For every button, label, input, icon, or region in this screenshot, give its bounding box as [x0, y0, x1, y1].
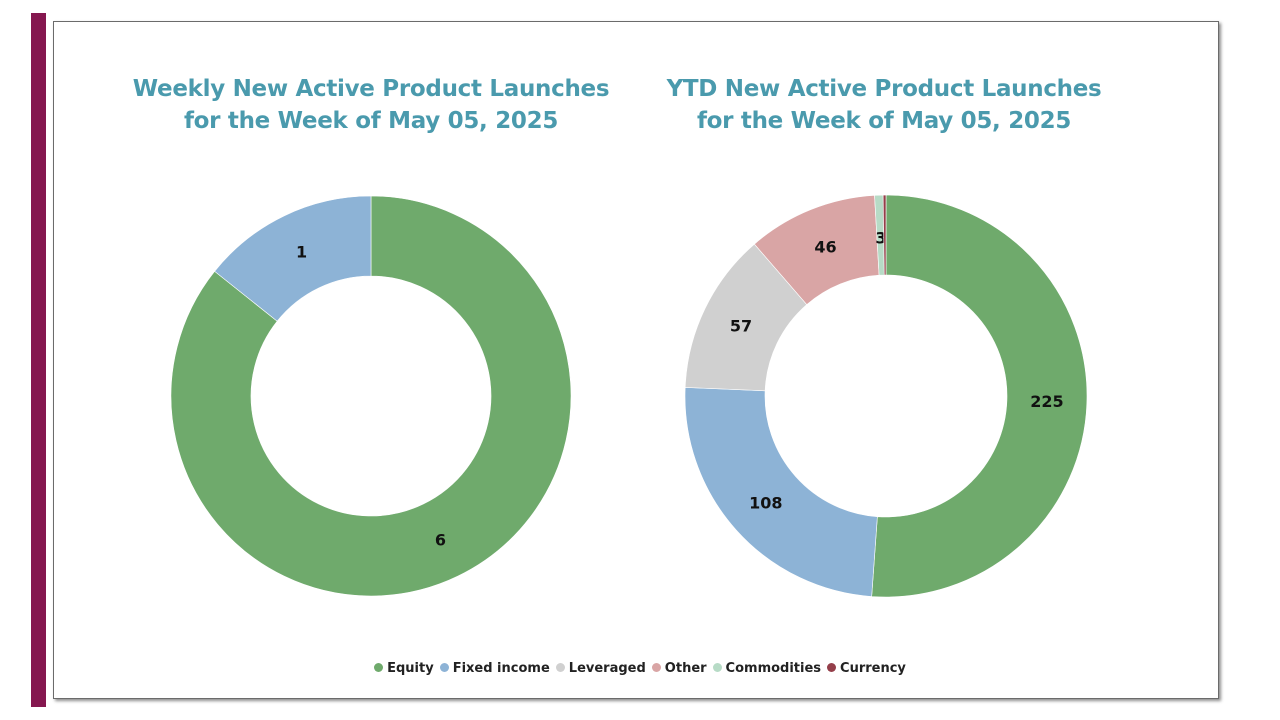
legend-item-currency: Currency [827, 661, 906, 676]
legend-item-equity: Equity [374, 661, 434, 676]
data-label-fixed-income: 108 [749, 494, 782, 513]
ytd-title-line-2: for the Week of May 05, 2025 [696, 108, 1072, 134]
weekly-chart-title: Weekly New Active Product Launches for t… [91, 73, 651, 137]
legend-marker-icon [827, 663, 837, 672]
legend-label: Other [664, 661, 707, 676]
data-label-commodities: 3 [875, 229, 886, 248]
legend-marker-icon [374, 663, 384, 672]
slice-equity [871, 194, 1088, 598]
legend-label: Equity [387, 661, 434, 676]
ytd-donut: 225 108 57 46 3 [684, 194, 1088, 598]
weekly-donut: 61 [170, 195, 572, 597]
legend: Equity Fixed income Leveraged Other Commodit… [0, 661, 1280, 676]
ytd-title-line-1: YTD New Active Product Launches [666, 76, 1102, 102]
legend-item-other: Other [651, 661, 707, 676]
legend-marker-icon [651, 663, 661, 672]
legend-item-commodities: Commodities [712, 661, 822, 676]
legend-item-leveraged: Leveraged [555, 661, 646, 676]
slice-fixed-income [214, 195, 372, 322]
weekly-title-line-1: Weekly New Active Product Launches [132, 76, 610, 102]
sidebar-accent-bar [31, 13, 46, 707]
legend-item-fixed-income: Fixed income [439, 661, 550, 676]
data-label-fixed-income: 1 [296, 242, 307, 261]
slice-equity [170, 195, 572, 597]
ytd-chart-title: YTD New Active Product Launches for the … [604, 73, 1164, 137]
legend-marker-icon [712, 663, 722, 672]
legend-label: Leveraged [568, 661, 646, 676]
data-label-equity: 6 [435, 531, 446, 550]
legend-label: Fixed income [452, 661, 550, 676]
legend-label: Currency [840, 661, 906, 676]
slice-fixed-income [684, 387, 878, 597]
data-label-leveraged: 57 [730, 316, 752, 335]
legend-label: Commodities [725, 661, 822, 676]
weekly-title-line-2: for the Week of May 05, 2025 [183, 108, 559, 134]
legend-marker-icon [555, 663, 565, 672]
legend-marker-icon [439, 663, 449, 672]
data-label-other: 46 [814, 237, 836, 256]
slice-currency [882, 194, 887, 276]
data-label-equity: 225 [1030, 392, 1063, 411]
